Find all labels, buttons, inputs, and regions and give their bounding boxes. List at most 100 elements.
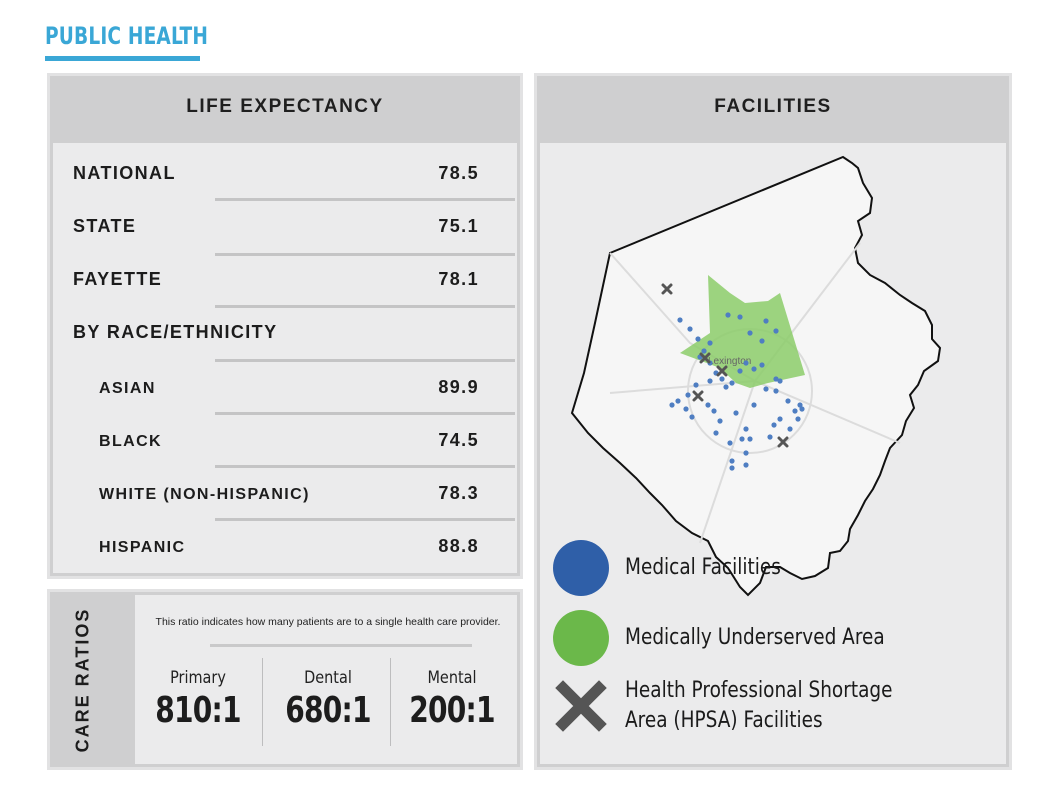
ratio-mental: Mental 200:1 [387,668,517,731]
row-value: 78.1 [438,269,479,289]
ratio-value: 810:1 [155,690,241,731]
row-white: WHITE (NON-HISPANIC) 78.3 [99,483,479,504]
facility-dot [743,426,749,432]
facility-dot [773,388,779,394]
row-label: FAYETTE [73,269,163,289]
hpsa-mark [692,390,704,402]
section-title: PUBLIC HEALTH [45,22,209,50]
facility-dot [701,348,707,354]
facility-dot [767,434,773,440]
facility-dot [787,426,793,432]
legend-label-line2: Area (HPSA) Facilities [625,708,823,733]
x-mark-icon [555,680,607,732]
facility-dot [773,376,779,382]
facility-dot [751,402,757,408]
ratio-primary: Primary 810:1 [133,668,263,731]
row-label: WHITE (NON-HISPANIC) [99,486,310,503]
legend-underserved: Medically Underserved Area [553,610,934,666]
section-underline [45,56,200,61]
divider [215,305,515,308]
ratio-name: Dental [304,668,352,688]
facility-dot [737,314,743,320]
row-fayette: FAYETTE 78.1 [73,269,479,290]
care-ratios-panel [47,589,523,770]
facility-dot [777,416,783,422]
hpsa-mark [716,365,728,377]
underserved-area [680,275,805,388]
legend-label: Medical Facilities [625,555,781,580]
row-black: BLACK 74.5 [99,430,479,451]
row-label: BY RACE/ETHNICITY [73,322,278,342]
ratio-value: 680:1 [285,690,371,731]
map-city-label: Lexington [708,356,751,367]
divider [215,412,515,415]
ratio-dental: Dental 680:1 [263,668,393,731]
divider [215,253,515,256]
divider [215,465,515,468]
facility-dot [705,402,711,408]
facility-dot [737,368,743,374]
row-hispanic: HISPANIC 88.8 [99,536,479,557]
facility-dot [729,380,735,386]
row-value: 78.5 [438,163,479,183]
care-ratios-body [135,595,517,764]
facility-dot [799,406,805,412]
facility-dot [719,376,725,382]
hpsa-mark [699,352,711,364]
ratio-name: Primary [170,668,226,688]
life-expectancy-title: LIFE EXPECTANCY [186,96,384,117]
facility-dot [733,410,739,416]
divider [390,658,391,746]
facility-dot [777,378,783,384]
life-expectancy-body: NATIONAL 78.5 STATE 75.1 FAYETTE 78.1 BY… [53,143,517,573]
care-ratios-note: This ratio indicates how many patients a… [155,616,501,628]
facility-dot [773,328,779,334]
row-value: 74.5 [438,430,479,450]
row-label: HISPANIC [99,539,186,556]
facility-dot [693,382,699,388]
row-label: NATIONAL [73,163,176,183]
facility-dot [763,386,769,392]
county-map: Lexington [570,155,942,597]
facility-dot [785,398,791,404]
row-by-race: BY RACE/ETHNICITY [73,322,479,343]
facility-dot [759,338,765,344]
facility-dot [683,406,689,412]
row-label: STATE [73,216,137,236]
legend-label: Medically Underserved Area [625,625,885,650]
facility-dot [743,360,749,366]
divider [215,518,515,521]
facility-dot [685,392,691,398]
facility-dot [725,312,731,318]
facility-dot [669,402,675,408]
facility-dot [713,430,719,436]
facility-dot [792,408,798,414]
facility-dot [797,402,803,408]
hpsa-mark [777,436,789,448]
row-asian: ASIAN 89.9 [99,377,479,398]
facility-dot [677,317,683,323]
row-value: 78.3 [438,483,479,503]
facility-dot [743,462,749,468]
legend-label-line1: Health Professional Shortage [625,678,893,703]
facility-dot [711,408,717,414]
facility-dot [723,384,729,390]
legend-label: Health Professional Shortage Area (HPSA)… [625,676,893,736]
blue-dot-icon [553,540,609,596]
facility-dot [727,440,733,446]
legend-medical: Medical Facilities [553,540,811,596]
facility-dot [751,366,757,372]
row-value: 75.1 [438,216,479,236]
row-state: STATE 75.1 [73,216,479,237]
row-value: 88.8 [438,536,479,556]
facility-dot [675,398,681,404]
facility-dot [747,436,753,442]
facility-dot [717,418,723,424]
green-dot-icon [553,610,609,666]
facility-dot [743,450,749,456]
facility-dot [729,458,735,464]
facility-dot [759,362,765,368]
divider [262,658,263,746]
life-expectancy-panel: LIFE EXPECTANCY NATIONAL 78.5 STATE 75.1… [47,73,523,579]
row-label: ASIAN [99,380,156,397]
